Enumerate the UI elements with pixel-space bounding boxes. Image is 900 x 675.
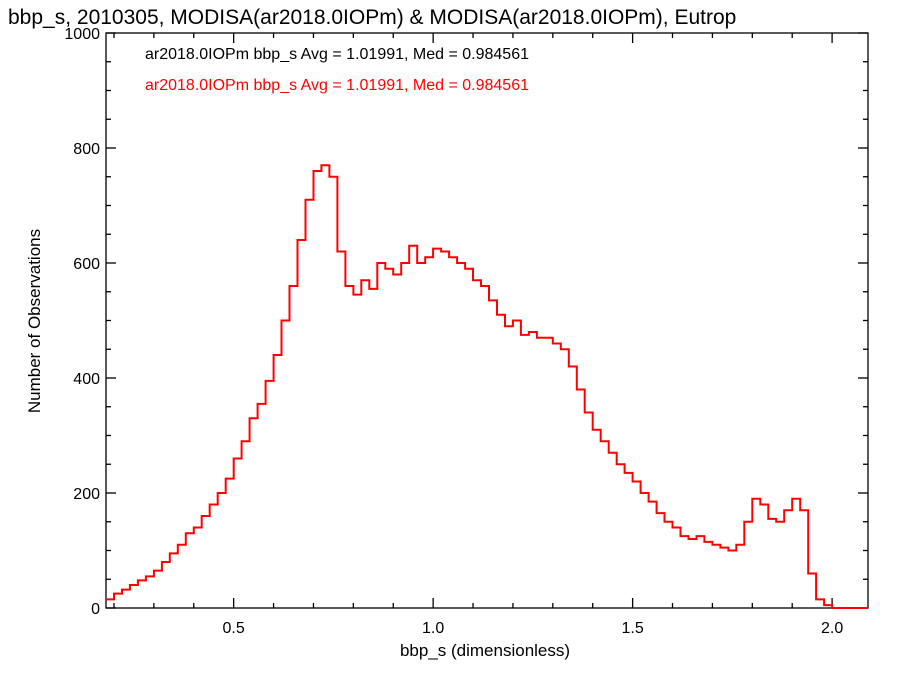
- stats-annotation-red: ar2018.0IOPm bbp_s Avg = 1.01991, Med = …: [145, 77, 529, 94]
- x-tick-label: 1.0: [422, 620, 444, 637]
- x-axis-ticks: 0.5 1.0 1.5 2.0: [113, 33, 843, 637]
- stats-annotation-black: ar2018.0IOPm bbp_s Avg = 1.01991, Med = …: [145, 46, 529, 63]
- y-axis-ticks: 0 200 400 600 800 1000: [64, 26, 868, 618]
- chart-title: bbp_s, 2010305, MODISA(ar2018.0IOPm) & M…: [8, 6, 736, 29]
- y-tick-label: 200: [73, 486, 100, 503]
- histogram-line: [106, 164, 868, 609]
- y-tick-label: 800: [73, 141, 100, 158]
- x-tick-label: 2.0: [821, 620, 843, 637]
- y-tick-label: 1000: [64, 26, 100, 43]
- y-tick-label: 0: [91, 601, 100, 618]
- y-tick-label: 600: [73, 256, 100, 273]
- y-axis-label: Number of Observations: [25, 229, 44, 413]
- x-axis-label: bbp_s (dimensionless): [400, 641, 570, 660]
- y-tick-label: 400: [73, 371, 100, 388]
- x-tick-label: 1.5: [621, 620, 643, 637]
- plot-frame: [105, 32, 869, 609]
- x-tick-label: 0.5: [223, 620, 245, 637]
